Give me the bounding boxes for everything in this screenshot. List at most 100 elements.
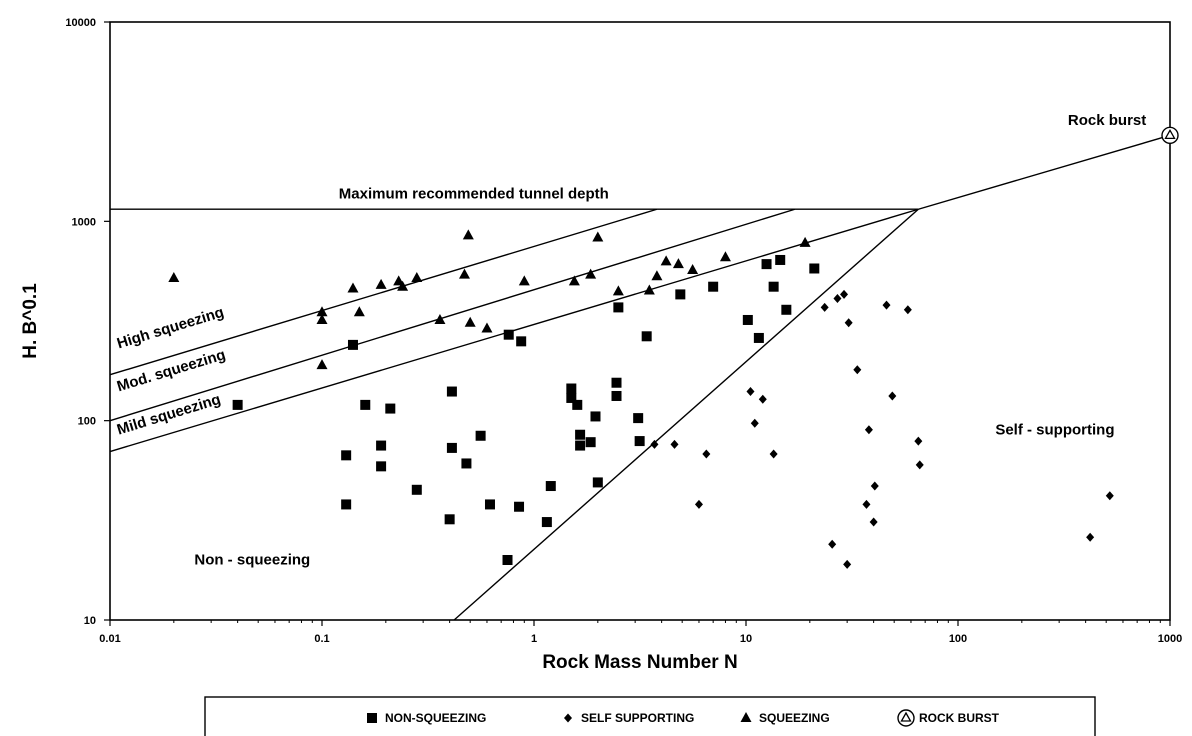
y-tick-label: 10000 <box>65 17 96 29</box>
self-supporting-point <box>903 305 912 315</box>
non-squeezing-point <box>360 399 371 410</box>
squeezing-point <box>612 285 624 296</box>
legend-label: SQUEEZING <box>759 711 830 725</box>
squeezing-point <box>375 278 387 289</box>
self-supporting-point <box>694 499 703 509</box>
self-supporting-point <box>915 460 924 470</box>
y-tick-label: 1000 <box>72 216 96 228</box>
non-squeezing-point <box>572 399 583 410</box>
non-squeezing-point <box>742 314 753 325</box>
non-squeezing-point <box>446 442 457 453</box>
non-squeezing-point <box>545 481 556 492</box>
non-squeezing-point <box>232 399 243 410</box>
y-axis-ticks: 10 100 1000 10000 <box>65 17 110 627</box>
mod-squeezing-boundary-line <box>109 208 796 422</box>
self-supporting-point <box>769 449 778 459</box>
non-squeezing-point <box>575 429 586 440</box>
maximum-recommended-tunnel-depth-label: Maximum recommended tunnel depth <box>339 186 609 203</box>
non-squeezing-point <box>347 339 358 350</box>
self-supporting-point <box>670 439 679 449</box>
self-supporting-point <box>828 539 837 549</box>
squeezing-point <box>316 313 328 324</box>
non-squeezing-point <box>502 554 513 565</box>
squeezing-point <box>464 316 476 327</box>
self-supporting-point <box>820 302 829 312</box>
self-supporting-point <box>702 449 711 459</box>
x-tick-label: 0.1 <box>314 633 329 645</box>
non-squeezing-point <box>461 458 472 469</box>
x-axis-title: Rock Mass Number N <box>542 652 737 673</box>
data-points <box>168 126 1179 569</box>
squeezing-point <box>592 231 604 242</box>
self-supporting-point <box>882 300 891 310</box>
y-axis-title: H. B^0.1 <box>20 283 41 359</box>
squeezing-point <box>347 282 359 293</box>
self-supporting-point <box>869 517 878 527</box>
legend-label: ROCK BURST <box>919 711 1000 725</box>
self-supporting-boundary-line <box>453 208 919 621</box>
non-squeezing-point <box>611 377 622 388</box>
non-squeezing-point <box>484 499 495 510</box>
self-supporting-point <box>914 436 923 446</box>
non-squeezing-point <box>775 254 786 265</box>
legend-box <box>204 696 1096 736</box>
self-supporting-point <box>840 289 849 299</box>
non-squeezing-point <box>503 329 514 340</box>
legend-item-squeezing: SQUEEZING <box>740 711 830 725</box>
boundary-lines <box>109 134 1171 621</box>
non-squeezing-point <box>341 450 352 461</box>
squeezing-point <box>518 275 530 286</box>
squeezing-point <box>458 268 470 279</box>
mod-squeezing-label: Mod. squeezing <box>115 346 228 395</box>
non-squeezing-point <box>590 411 601 422</box>
non-squeezing-point <box>634 436 645 447</box>
self-supporting-point <box>888 391 897 401</box>
non-squeezing-point <box>708 281 719 292</box>
non-squeezing-point <box>376 461 387 472</box>
rock-burst-label: Rock burst <box>1068 112 1146 129</box>
squeezing-point <box>316 306 328 317</box>
non-squeezing-point <box>566 383 577 394</box>
non-squeezing-point <box>753 332 764 343</box>
squeezing-point <box>660 255 672 266</box>
squeezing-point <box>397 280 409 291</box>
self-supporting-point <box>750 418 759 428</box>
squeezing-point <box>481 322 493 333</box>
self-supporting-point <box>1086 532 1095 542</box>
self-supporting-point <box>853 365 862 375</box>
non-squeezing-point <box>444 514 455 525</box>
legend-item-self-supporting: SELF SUPPORTING <box>564 711 694 725</box>
non-squeezing-point <box>641 331 652 342</box>
x-tick-label: 1000 <box>1158 633 1182 645</box>
legend-marker <box>740 712 752 722</box>
legend-marker <box>897 709 915 727</box>
squeezing-point <box>353 306 365 317</box>
squeezing-point <box>168 271 180 282</box>
non-squeezing-point <box>385 403 396 414</box>
non-squeezing-point <box>592 477 603 488</box>
non-squeezing-point <box>341 499 352 510</box>
self-supporting-point <box>843 559 852 569</box>
self-supporting-point <box>870 481 879 491</box>
high-squeezing-boundary-line <box>109 208 658 376</box>
x-tick-label: 1 <box>531 633 537 645</box>
non-squeezing-point <box>566 392 577 403</box>
self-supporting-label: Self - supporting <box>995 422 1114 439</box>
rock-burst-boundary-line <box>918 134 1171 210</box>
squeezing-point <box>585 268 597 279</box>
non-squeezing-point <box>376 440 387 451</box>
non-squeezing-point <box>633 413 644 424</box>
non-squeezing-point <box>575 440 586 451</box>
squeezing-point <box>434 313 446 324</box>
squeezing-point <box>643 284 655 295</box>
y-tick-label: 10 <box>84 615 96 627</box>
legend-item-non-squeezing: NON-SQUEEZING <box>367 711 486 725</box>
mild-squeezing-boundary-line <box>109 208 919 453</box>
self-supporting-point <box>746 387 755 397</box>
non-squeezing-point <box>809 263 820 274</box>
squeezing-point <box>411 271 423 282</box>
rock-burst-point <box>1161 126 1179 145</box>
non-squeezing-point <box>613 302 624 313</box>
